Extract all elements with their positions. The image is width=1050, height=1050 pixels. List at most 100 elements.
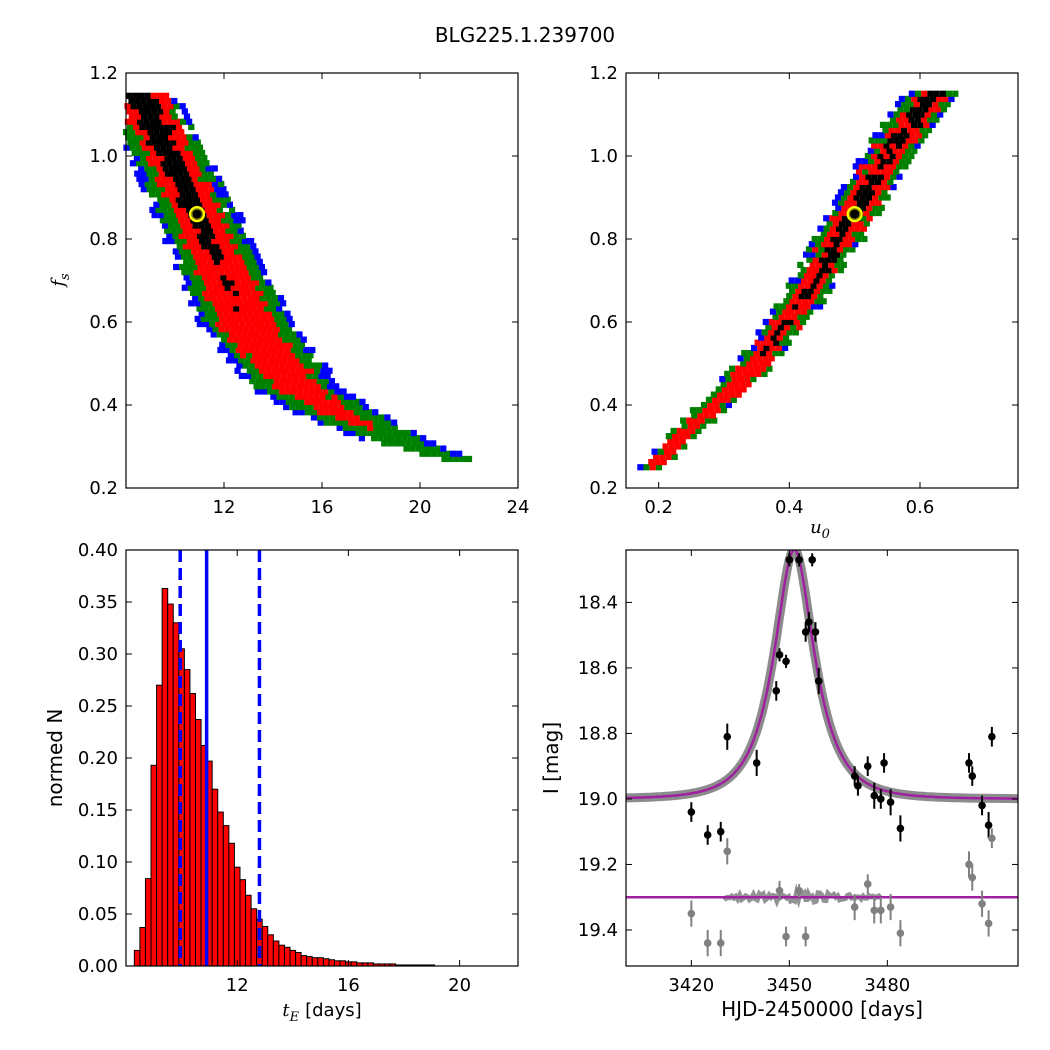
heatmap-cell-red — [859, 173, 866, 180]
heatmap-cell-blue — [303, 346, 310, 354]
heatmap-cell-green — [155, 191, 162, 198]
heatmap-cell-blue — [894, 101, 902, 108]
heatmap-cell-red — [169, 180, 176, 188]
heatmap-cell-red — [768, 318, 776, 326]
heatmap-cell-red — [850, 199, 857, 206]
heatmap-cell-green — [855, 235, 862, 243]
heatmap-cell-blue — [227, 352, 234, 359]
heatmap-cell-red — [235, 331, 242, 338]
lightcurve-plot-area — [626, 550, 1018, 957]
heatmap-cell-black — [151, 139, 159, 146]
heatmap-cell-red — [287, 357, 294, 364]
heatmap-cell-black — [232, 289, 240, 297]
heatmap-cell-red — [257, 289, 264, 297]
heatmap-cell-green — [269, 289, 276, 297]
heatmap-cell-red — [214, 201, 221, 208]
heatmap-cell-red — [767, 329, 775, 336]
heatmap-cell-red — [228, 331, 236, 338]
heatmap-cell-red — [793, 318, 800, 326]
heatmap-cell-green — [295, 352, 302, 359]
heatmap-cell-blue — [192, 295, 199, 302]
heatmap-cell-green — [337, 393, 344, 400]
data-point — [782, 657, 790, 666]
heatmap-cell-blue — [835, 204, 842, 211]
heatmap-cell-blue — [896, 173, 903, 180]
heatmap-cell-green — [386, 429, 393, 437]
y-tick-label: 0.35 — [78, 592, 118, 613]
heatmap-cell-red — [207, 274, 215, 281]
heatmap-cell-red — [279, 362, 286, 369]
heatmap-cell-blue — [185, 279, 192, 286]
heatmap-cell-red — [778, 313, 785, 320]
y-tick-label: 0.40 — [78, 540, 118, 561]
heatmap-cell-red — [268, 341, 275, 348]
heatmap-cell-blue — [134, 170, 141, 177]
heatmap-cell-red — [215, 263, 223, 271]
heatmap-cell-red — [237, 300, 244, 307]
heatmap-cell-black — [179, 175, 186, 182]
heatmap-cell-red — [162, 92, 170, 99]
heatmap-cell-green — [415, 445, 422, 452]
heatmap-cell-blue — [236, 362, 243, 369]
heatmap-cell-green — [257, 372, 264, 380]
heatmap-cell-green — [342, 424, 349, 431]
heatmap-cell-green — [280, 315, 287, 322]
heatmap-cell-green — [256, 274, 264, 281]
heatmap-cell-red — [838, 209, 845, 217]
heatmap-cell-red — [871, 152, 878, 160]
heatmap-cell-black — [174, 149, 181, 156]
heatmap-cell-green — [365, 414, 373, 421]
heatmap-cell-green — [267, 300, 274, 307]
heatmap-cell-red — [833, 230, 840, 237]
heatmap-cell-red — [260, 362, 268, 369]
data-point — [968, 873, 977, 882]
heatmap-cell-black — [222, 279, 229, 286]
heatmap-cell-green — [825, 277, 833, 284]
heatmap-cell-red — [836, 246, 844, 253]
heatmap-cell-blue — [449, 450, 457, 457]
heatmap-cell-red — [167, 191, 174, 198]
heatmap-cell-green — [453, 455, 460, 463]
heatmap-cell-red — [869, 199, 876, 206]
heatmap-cell-green — [246, 352, 253, 359]
heatmap-cell-red — [300, 393, 308, 400]
heatmap-cell-red — [810, 272, 817, 279]
heatmap-cell-red — [214, 274, 221, 281]
heatmap-cell-red — [886, 168, 894, 175]
heatmap-cell-blue — [244, 372, 252, 380]
heatmap-cell-blue — [914, 142, 921, 149]
data-point — [896, 929, 905, 938]
heatmap-cell-red — [806, 267, 813, 274]
heatmap-cell-red — [173, 191, 180, 198]
heatmap-cell-green — [210, 310, 218, 317]
heatmap-cell-green — [179, 263, 186, 271]
heatmap-cell-red — [807, 277, 814, 284]
axes-frame — [625, 72, 1019, 489]
best-fit-marker-core — [192, 209, 202, 219]
heatmap-cell-green — [131, 134, 138, 141]
heatmap-cell-black — [147, 129, 154, 136]
heatmap-cell-red — [821, 241, 828, 248]
heatmap-cell-red — [678, 433, 685, 440]
heatmap-cell-blue — [362, 403, 369, 411]
data-point — [814, 677, 823, 685]
heatmap-cell-red — [794, 308, 801, 315]
heatmap-cell-red — [748, 370, 756, 377]
heatmap-cell-green — [907, 101, 914, 108]
heatmap-cell-blue — [758, 334, 765, 341]
heatmap-cell-black — [168, 149, 175, 156]
heatmap-cell-green — [359, 414, 367, 421]
heatmap-cell-green — [218, 196, 225, 203]
data-point — [984, 821, 993, 829]
heatmap-cell-red — [249, 300, 256, 307]
heatmap-cell-green — [306, 372, 313, 380]
heatmap-cell-green — [820, 230, 827, 237]
heatmap-cell-green — [288, 393, 295, 400]
heatmap-cell-blue — [769, 308, 777, 315]
heatmap-cell-blue — [211, 165, 218, 172]
heatmap-cell-green — [740, 360, 747, 367]
label-symbol: u — [810, 517, 822, 538]
heatmap-cell-green — [779, 339, 786, 346]
data-point — [775, 651, 784, 659]
heatmap-cell-red — [795, 287, 802, 294]
